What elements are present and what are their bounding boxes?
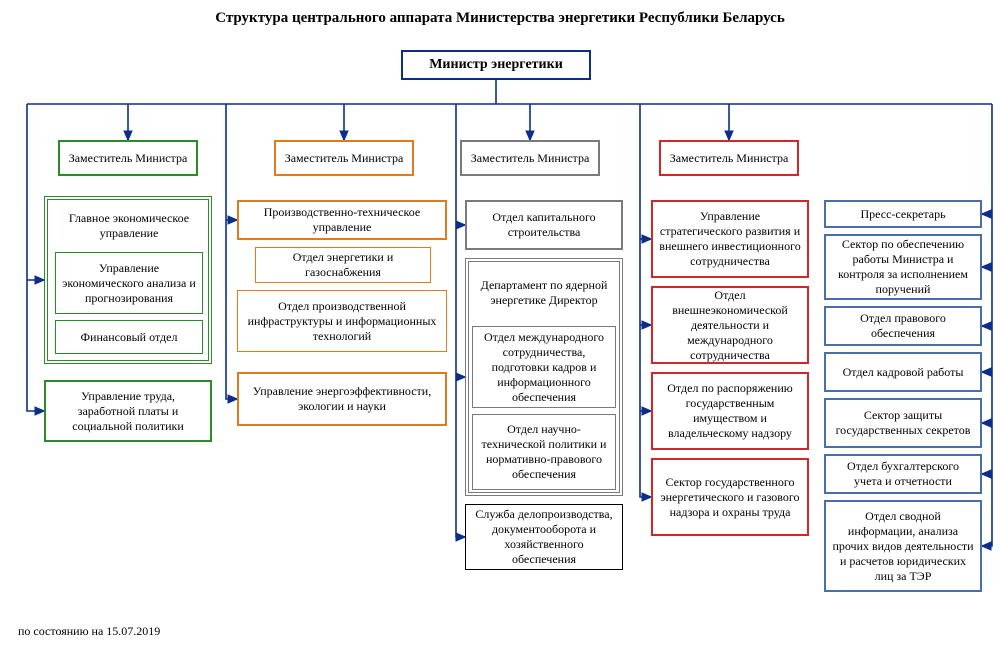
org-box-o1a: Отдел энергетики и газоснабжения <box>255 247 431 283</box>
org-box-gr1: Отдел капитального строительства <box>465 200 623 250</box>
org-box-r3: Отдел по распоряжению государственным им… <box>651 372 809 450</box>
org-box-gr2a: Отдел международного сотрудничества, под… <box>472 326 616 408</box>
org-box-g1c: Управление труда, заработной платы и соц… <box>44 380 212 442</box>
org-box-dep3: Заместитель Министра <box>460 140 600 176</box>
org-box-o1: Производственно-техническое управление <box>237 200 447 240</box>
org-box-o1b: Отдел производственной инфраструктуры и … <box>237 290 447 352</box>
org-box-gr2b: Отдел научно-технической политики и норм… <box>472 414 616 490</box>
org-box-o2: Управление энергоэффективности, экологии… <box>237 372 447 426</box>
org-box-r4: Сектор государственного энергетического … <box>651 458 809 536</box>
org-box-b4: Отдел кадровой работы <box>824 352 982 392</box>
org-box-b5: Сектор защиты государственных секретов <box>824 398 982 448</box>
org-box-b7: Отдел сводной информации, анализа прочих… <box>824 500 982 592</box>
org-box-g1b: Финансовый отдел <box>55 320 203 354</box>
org-box-gr_head: Департамент по ядерной энергетике Директ… <box>472 264 616 322</box>
org-box-dep2: Заместитель Министра <box>274 140 414 176</box>
page-title: Структура центрального аппарата Министер… <box>0 0 1000 27</box>
org-box-b6: Отдел бухгалтерского учета и отчетности <box>824 454 982 494</box>
org-box-g1a: Управление экономического анализа и прог… <box>55 252 203 314</box>
org-box-gr3: Служба делопроизводства, документооборот… <box>465 504 623 570</box>
org-box-b2: Сектор по обеспечению работы Министра и … <box>824 234 982 300</box>
org-box-minister: Министр энергетики <box>401 50 591 80</box>
org-box-r1: Управление стратегического развития и вн… <box>651 200 809 278</box>
org-box-b1: Пресс-секретарь <box>824 200 982 228</box>
org-box-dep4: Заместитель Министра <box>659 140 799 176</box>
org-box-g1_head: Главное экономическое управление <box>55 204 203 248</box>
org-box-b3: Отдел правового обеспечения <box>824 306 982 346</box>
footer-date: по состоянию на 15.07.2019 <box>18 624 160 639</box>
org-box-dep1: Заместитель Министра <box>58 140 198 176</box>
org-box-r2: Отдел внешнеэкономической деятельности и… <box>651 286 809 364</box>
